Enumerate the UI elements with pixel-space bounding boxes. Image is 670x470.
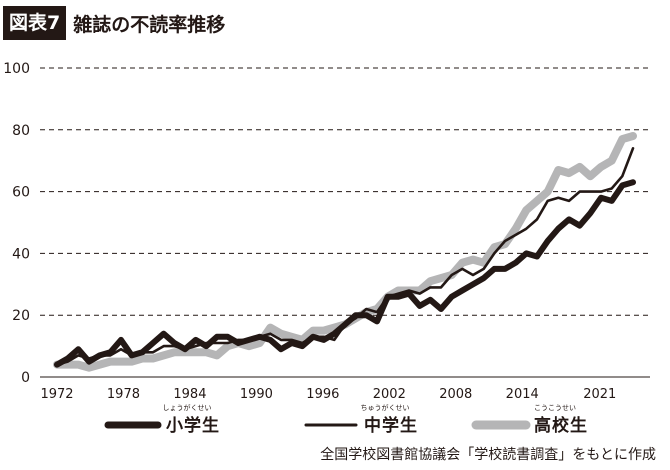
x-tick-label: 2014 bbox=[506, 387, 539, 402]
legend-ruby-0: しょうがくせい bbox=[163, 403, 212, 412]
x-tick-label: 1996 bbox=[306, 387, 339, 402]
series-line-1 bbox=[55, 147, 635, 366]
figure-badge: 図表7 bbox=[3, 6, 67, 40]
x-tick-label: 2002 bbox=[373, 387, 406, 402]
source-note: 全国学校図書館協議会「学校読書調査」をもとに作成 bbox=[320, 447, 656, 463]
series-line-0 bbox=[54, 179, 636, 368]
chart-header: 図表7 雑誌の不読率推移 bbox=[3, 6, 225, 40]
y-tick-label: 100 bbox=[3, 61, 30, 77]
y-tick-label: 0 bbox=[21, 370, 30, 386]
x-tick-label: 1972 bbox=[40, 387, 73, 402]
legend-ruby-2: こうこうせい bbox=[534, 404, 576, 412]
chart-title: 雑誌の不読率推移 bbox=[73, 13, 226, 36]
series-line-2 bbox=[53, 132, 637, 372]
y-tick-label: 20 bbox=[12, 308, 30, 324]
x-tick-label: 2021 bbox=[583, 387, 616, 402]
legend-ruby-1: ちゅうがくせい bbox=[361, 403, 410, 412]
y-tick-label: 40 bbox=[12, 246, 30, 262]
x-tick-label: 1984 bbox=[173, 387, 206, 402]
legend-label-1: 中学生 bbox=[364, 415, 418, 436]
x-tick-label: 1990 bbox=[240, 387, 273, 402]
legend-label-0: 小学生 bbox=[166, 415, 220, 436]
legend-label-2: 高校生 bbox=[534, 415, 588, 436]
x-tick-label: 1978 bbox=[107, 387, 140, 402]
y-tick-label: 80 bbox=[12, 123, 30, 139]
x-tick-label: 2008 bbox=[439, 387, 472, 402]
y-tick-label: 60 bbox=[12, 185, 30, 201]
